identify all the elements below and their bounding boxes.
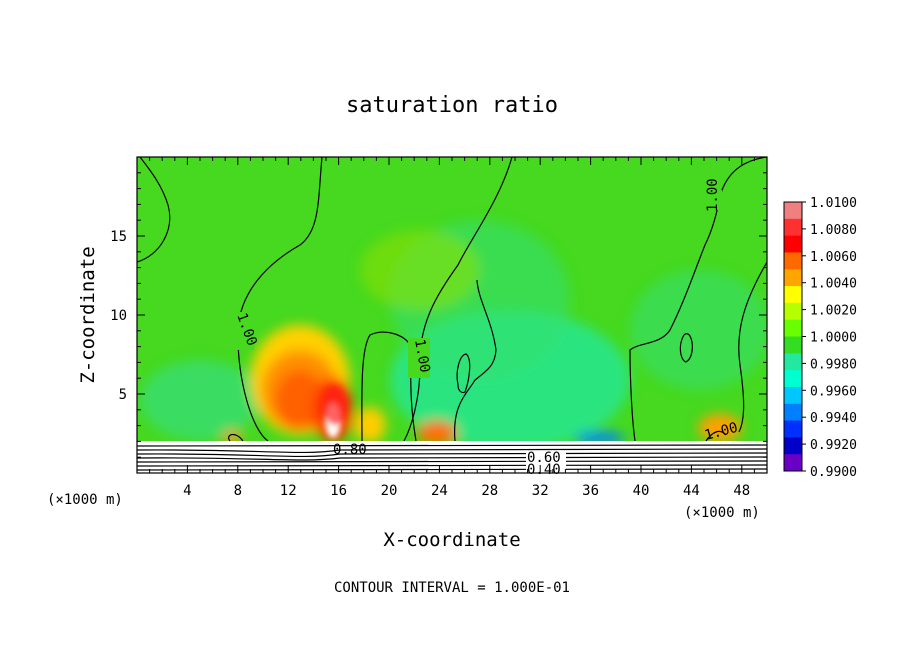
colorbar-swatch xyxy=(784,286,802,304)
contour-label: 0.40 xyxy=(527,462,561,478)
contour-interval-note: CONTOUR INTERVAL = 1.000E-01 xyxy=(334,580,570,596)
y-axis-label: Z-coordinate xyxy=(77,246,99,383)
colorbar-swatch xyxy=(784,454,802,472)
x-tick-label: 32 xyxy=(532,483,549,499)
colorbar-swatch xyxy=(784,370,802,388)
colorbar-swatch xyxy=(784,302,802,321)
x-tick-label: 36 xyxy=(582,483,599,499)
y-tick-label: 15 xyxy=(110,229,127,245)
colorbar-swatch xyxy=(784,269,802,287)
y-tick-label: 5 xyxy=(119,387,127,403)
contour-label: 0.60 xyxy=(527,450,561,466)
colorbar-label: 1.0020 xyxy=(810,304,857,319)
colorbar-label: 1.0060 xyxy=(810,250,857,265)
x-tick-label: 4 xyxy=(183,483,191,499)
colorbar-label: 1.0080 xyxy=(810,223,857,238)
colorbar-label: 0.9900 xyxy=(810,465,857,480)
colorbar-swatch xyxy=(784,420,802,438)
saturation-field xyxy=(137,157,767,473)
colorbar-swatch xyxy=(784,202,802,220)
x-axis-label: X-coordinate xyxy=(383,529,520,551)
x-tick-label: 28 xyxy=(481,483,498,499)
colorbar-swatch xyxy=(784,403,802,422)
x-tick-label: 20 xyxy=(381,483,398,499)
x-unit-left: (×1000 m) xyxy=(47,492,123,508)
colorbar-label: 0.9960 xyxy=(810,384,857,399)
colorbar-swatch xyxy=(784,235,802,253)
x-tick-label: 40 xyxy=(633,483,650,499)
colorbar-swatch xyxy=(784,319,802,337)
x-tick-label: 44 xyxy=(683,483,700,499)
colorbar: 1.0100 1.0080 1.0060 1.0040 1.0020 1.0000 0.99… xyxy=(783,196,857,480)
y-tick-label: 10 xyxy=(110,308,127,324)
colorbar-swatch xyxy=(784,252,802,270)
colorbar-label: 0.9980 xyxy=(810,357,857,372)
x-tick-label: 24 xyxy=(431,483,448,499)
colorbar-label: 1.0000 xyxy=(810,331,857,346)
colorbar-swatch xyxy=(784,336,802,354)
x-axis: 4 8 12 16 20 24 28 32 36 40 44 48 xyxy=(136,157,768,499)
x-tick-label: 12 xyxy=(280,483,297,499)
colorbar-label: 0.9940 xyxy=(810,411,857,426)
colorbar-label: 0.9920 xyxy=(810,438,857,453)
colorbar-label: 1.0040 xyxy=(810,277,857,292)
x-unit-right: (×1000 m) xyxy=(684,505,760,521)
colorbar-swatch xyxy=(784,353,802,371)
chart-title: saturation ratio xyxy=(346,93,558,118)
colorbar-label: 1.0100 xyxy=(810,196,857,211)
colorbar-swatch xyxy=(784,386,802,405)
x-tick-label: 48 xyxy=(733,483,750,499)
contour-label: 0.80 xyxy=(333,442,367,458)
x-tick-label: 8 xyxy=(234,483,242,499)
x-tick-label: 16 xyxy=(330,483,347,499)
contour-label: 1.00 xyxy=(411,338,433,374)
colorbar-swatch xyxy=(784,218,802,237)
colorbar-swatch xyxy=(784,437,802,455)
contour-lines xyxy=(137,157,767,471)
contour-label: 1.00 xyxy=(705,178,721,212)
y-axis: 5 10 15 xyxy=(110,156,767,474)
